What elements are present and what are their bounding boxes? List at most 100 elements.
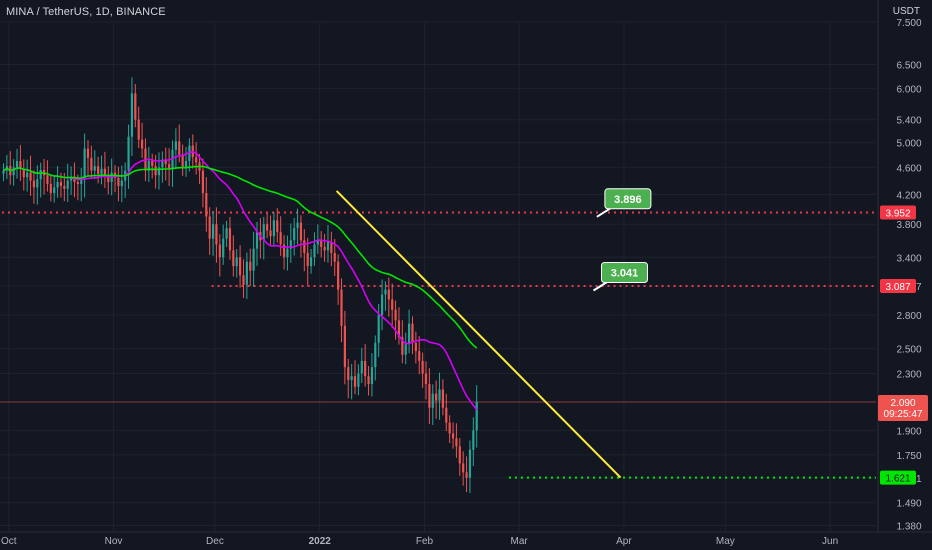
candle-body (360, 360, 363, 374)
candle-body (262, 224, 265, 241)
candle-body (90, 157, 93, 171)
candle-body (323, 246, 326, 251)
candlesticks (2, 77, 478, 494)
price-tick-label: 7.500 (896, 18, 921, 29)
candle-body (83, 148, 86, 180)
candle-body (97, 166, 100, 174)
candle-body (462, 463, 465, 473)
candle-body (357, 373, 360, 387)
candle-body (249, 261, 252, 271)
countdown-timer: 09:25:47 (884, 409, 923, 420)
downtrend-line[interactable] (335, 190, 622, 479)
price-tick-label: 4.600 (896, 163, 921, 174)
candle-body (353, 376, 357, 387)
price-tick-label: 5.000 (896, 139, 921, 150)
level-price-tag (880, 470, 916, 485)
price-axis[interactable]: 1.380 1.490 1.621 1.750 1.900 2.090 2.300 2.500… (878, 18, 928, 532)
level-price-label: 1.621 (885, 474, 910, 485)
price-tick-label: 2.500 (896, 345, 921, 356)
candle-body (255, 232, 259, 249)
candle-body (76, 181, 79, 185)
price-tick-label: 3.400 (896, 253, 921, 264)
candle-body (441, 389, 444, 408)
candle-body (367, 376, 370, 385)
candle-body (289, 240, 292, 249)
candle-body (15, 160, 19, 168)
candle-body (337, 261, 340, 290)
candle-body (63, 186, 66, 189)
candle-body (211, 224, 215, 239)
price-tick-label: 6.500 (896, 61, 921, 72)
candle-body (343, 325, 346, 368)
callout-box[interactable] (604, 188, 652, 210)
candle-body (286, 248, 289, 258)
candle-body (320, 240, 323, 247)
candle-body (46, 175, 49, 185)
time-tick-label: Nov (105, 536, 123, 547)
chart-title: MINA / TetherUS, 1D, BINANCE (6, 6, 166, 18)
candle-body (120, 180, 123, 187)
price-tick-label: 5.400 (896, 116, 921, 127)
candle-body (151, 160, 154, 167)
candle-body (184, 160, 188, 168)
candle-body (117, 177, 120, 187)
ma-fast-line (3, 150, 478, 411)
candle-body (107, 176, 110, 182)
last-price-tag (878, 395, 928, 422)
level-price-tag (880, 205, 916, 220)
candle-body (134, 93, 137, 120)
candle-body (239, 257, 242, 276)
candle-body (174, 141, 177, 150)
candle-body (157, 167, 161, 176)
candle-body (303, 240, 306, 253)
candle-body (377, 315, 380, 343)
candle-body (56, 181, 59, 188)
grid-lines (0, 0, 932, 533)
time-tick-label: Oct (1, 536, 17, 547)
candle-body (32, 180, 36, 188)
candle-body (205, 193, 208, 217)
price-tick-label: 1.900 (896, 426, 921, 437)
candle-body (245, 261, 248, 285)
candle-body (181, 154, 184, 168)
candle-body (49, 184, 52, 194)
callout-box[interactable] (601, 261, 648, 283)
candle-body (380, 294, 384, 316)
ma-slow-line (3, 165, 478, 349)
annotations[interactable]: 3.896 3.041 (592, 188, 652, 292)
moving-averages (3, 150, 478, 411)
time-tick-label: Feb (416, 536, 434, 547)
price-tick-label: 1.490 (896, 499, 921, 510)
candle-body (313, 244, 316, 258)
candle-body (228, 228, 232, 251)
candle-body (252, 248, 255, 271)
time-tick-label: 2022 (309, 536, 332, 547)
candle-body (438, 389, 441, 401)
candle-body (374, 342, 377, 368)
candle-body (309, 257, 313, 267)
candle-body (397, 320, 401, 338)
candle-body (161, 159, 164, 168)
candle-body (394, 309, 397, 321)
candle-body (293, 228, 296, 241)
candle-body (225, 228, 228, 239)
callout-label: 3.896 (614, 194, 642, 206)
candle-body (418, 351, 421, 361)
candle-body (29, 172, 32, 181)
trendline-layer[interactable] (335, 190, 622, 479)
candle-body (164, 159, 167, 165)
candle-body (428, 384, 431, 408)
candle-body (12, 167, 15, 176)
candle-body (326, 241, 330, 251)
candle-body (178, 141, 181, 155)
candle-body (431, 393, 434, 408)
candle-body (269, 230, 272, 237)
candle-body (350, 376, 353, 381)
candle-body (391, 299, 394, 310)
candle-body (93, 166, 96, 171)
candle-body (36, 179, 39, 188)
time-axis[interactable]: Oct Nov Dec 2022 Feb Mar Apr May Jun (1, 536, 838, 547)
candle-body (414, 342, 417, 352)
price-tick-label: 6.000 (896, 84, 921, 95)
